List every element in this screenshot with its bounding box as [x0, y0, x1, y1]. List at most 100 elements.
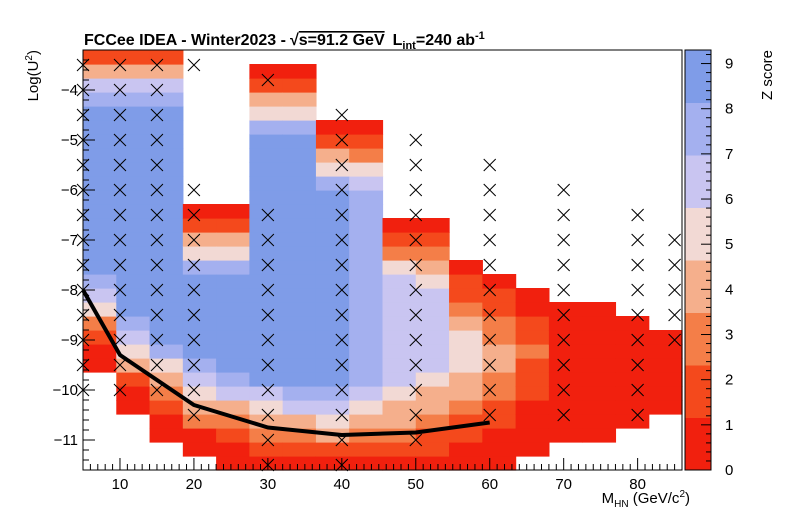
- signal-point-marker: [335, 258, 349, 272]
- signal-point-marker: [335, 233, 349, 247]
- title-energy: s=91.2 GeV: [299, 32, 385, 49]
- heatmap-cell: [216, 246, 250, 261]
- heatmap-cell: [282, 64, 317, 79]
- heatmap-cell: [349, 120, 384, 135]
- heatmap-cell: [648, 386, 683, 401]
- heatmap-cell: [349, 330, 384, 345]
- heatmap-cell: [415, 302, 450, 317]
- heatmap-cell: [349, 148, 384, 163]
- signal-point-marker: [483, 183, 497, 197]
- signal-point-marker: [483, 308, 497, 322]
- x-tick-label: 60: [481, 476, 498, 493]
- heatmap-cell: [482, 400, 517, 415]
- signal-point-marker: [557, 333, 571, 347]
- signal-point-marker: [409, 183, 423, 197]
- heatmap-cell: [83, 176, 117, 191]
- heatmap-cell: [415, 232, 450, 247]
- heatmap-cell: [116, 372, 151, 387]
- heatmap-cell: [315, 162, 350, 177]
- heatmap-cell: [582, 358, 617, 373]
- heatmap-cell: [83, 246, 117, 261]
- heatmap-cell: [216, 232, 250, 247]
- heatmap-cell: [249, 134, 284, 149]
- heatmap-cell: [249, 106, 284, 121]
- heatmap-cell: [282, 372, 317, 387]
- signal-point-marker: [409, 358, 423, 372]
- heatmap-cell: [83, 120, 117, 135]
- heatmap-cell: [615, 386, 650, 401]
- heatmap-cell: [515, 344, 550, 359]
- signal-point-marker: [631, 208, 644, 222]
- heatmap-cell: [282, 218, 317, 233]
- signal-point-marker: [261, 383, 275, 397]
- heatmap-cell: [216, 218, 250, 233]
- signal-point-marker: [76, 108, 90, 122]
- heatmap-cell: [282, 330, 317, 345]
- signal-point-marker: [150, 158, 164, 172]
- signal-point-marker: [557, 408, 571, 422]
- heatmap-cell: [83, 204, 117, 219]
- heatmap-cell: [149, 400, 184, 415]
- signal-point-marker: [631, 283, 644, 297]
- heatmap-cell: [582, 302, 617, 317]
- signal-point-marker: [261, 408, 275, 422]
- signal-point-marker: [483, 408, 497, 422]
- heatmap-cell: [282, 106, 317, 121]
- signal-point-marker: [187, 408, 201, 422]
- signal-point-marker: [335, 308, 349, 322]
- heatmap-cell: [149, 120, 184, 135]
- heatmap-cell: [216, 372, 250, 387]
- heatmap-cell: [149, 232, 184, 247]
- heatmap-cell: [582, 400, 617, 415]
- signal-point-marker: [483, 258, 497, 272]
- heatmap-cell: [216, 260, 250, 275]
- heatmap-cell: [83, 162, 117, 177]
- heatmap-cell: [116, 92, 151, 107]
- heatmap-cell: [615, 344, 650, 359]
- heatmap-cell: [149, 386, 184, 401]
- heatmap-cell: [282, 78, 317, 93]
- heatmap-cell: [116, 344, 151, 359]
- signal-point-marker: [409, 308, 423, 322]
- heatmap-cell: [382, 232, 417, 247]
- heatmap-cell: [582, 428, 617, 443]
- signal-point-marker: [335, 383, 349, 397]
- heatmap-cell: [116, 50, 151, 65]
- heatmap-cell: [482, 456, 517, 471]
- heatmap-cell: [249, 344, 284, 359]
- signal-point-marker: [187, 358, 201, 372]
- signal-point-marker: [557, 283, 571, 297]
- title-lumi-sup: -1: [475, 30, 485, 42]
- heatmap-cell: [149, 148, 184, 163]
- heatmap-cell: [282, 400, 317, 415]
- heatmap-cell: [315, 414, 350, 429]
- heatmap-cell: [216, 302, 250, 317]
- heatmap-cell: [415, 260, 450, 275]
- heatmap-cell: [548, 372, 583, 387]
- signal-point-marker: [631, 408, 644, 422]
- xlabel-rest: (GeV/c: [629, 490, 680, 507]
- heatmap-cell: [249, 232, 284, 247]
- signal-point-marker: [557, 233, 571, 247]
- heatmap-cell: [449, 456, 483, 471]
- signal-point-marker: [335, 208, 349, 222]
- heatmap-cell: [415, 330, 450, 345]
- heatmap-cell: [149, 414, 184, 429]
- y-tick-label: −11: [54, 432, 78, 449]
- signal-point-marker: [668, 333, 681, 347]
- heatmap-cell: [83, 64, 117, 79]
- signal-point-marker: [409, 283, 423, 297]
- signal-point-marker: [76, 258, 90, 272]
- heatmap-cell: [315, 204, 350, 219]
- heatmap-cell: [349, 176, 384, 191]
- signal-point-marker: [150, 308, 164, 322]
- signal-point-marker: [150, 108, 164, 122]
- heatmap-cell: [216, 344, 250, 359]
- heatmap-cell: [282, 134, 317, 149]
- heatmap-cell: [315, 134, 350, 149]
- signal-point-marker: [150, 83, 164, 97]
- heatmap-cell: [449, 260, 483, 275]
- heatmap-cell: [415, 274, 450, 289]
- heatmap-cell: [415, 288, 450, 303]
- heatmap-cell: [282, 456, 317, 471]
